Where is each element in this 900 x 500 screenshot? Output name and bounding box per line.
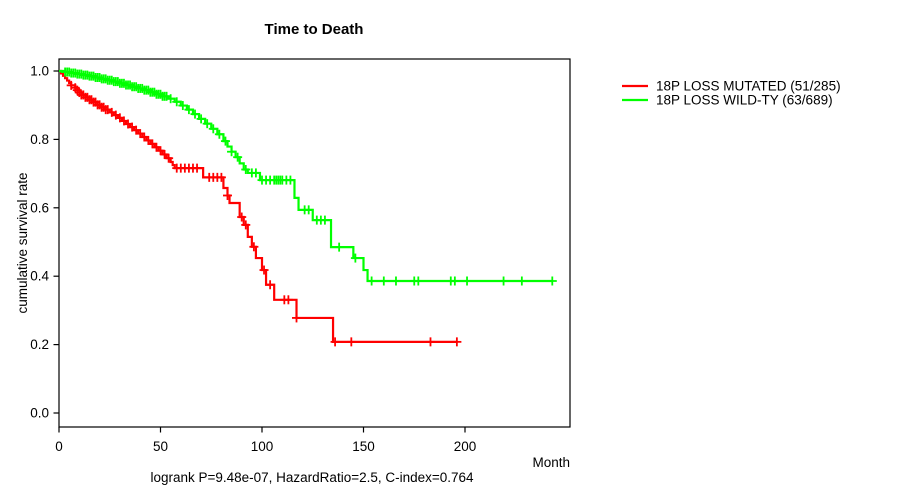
censor-mark xyxy=(241,220,251,230)
censor-mark xyxy=(82,70,92,80)
censor-mark xyxy=(499,276,509,286)
x-axis-label: Month xyxy=(532,455,570,470)
censor-mark xyxy=(450,276,460,286)
censor-mark xyxy=(137,83,147,93)
y-tick-label: 0.8 xyxy=(30,132,49,147)
censor-mark xyxy=(452,337,462,347)
censor-mark xyxy=(119,78,129,88)
censor-mark xyxy=(190,109,200,119)
censor-mark xyxy=(330,337,340,347)
x-tick-label: 0 xyxy=(55,439,63,454)
censor-mark xyxy=(547,276,557,286)
plot-box xyxy=(58,58,571,428)
survival-curve-mutated xyxy=(59,69,457,343)
survival-curves xyxy=(59,67,557,347)
censor-mark xyxy=(64,67,74,77)
censor-mark xyxy=(202,119,212,129)
censor-mark xyxy=(208,124,218,134)
legend-label-mutated: 18P LOSS MUTATED (51/285) xyxy=(656,79,841,94)
censor-mark xyxy=(413,276,423,286)
censor-mark xyxy=(241,164,251,174)
censor-mark xyxy=(222,190,232,200)
censor-mark xyxy=(192,163,202,173)
censor-mark xyxy=(89,71,99,81)
censor-mark xyxy=(285,175,295,185)
x-tick-label: 200 xyxy=(454,439,477,454)
censor-mark xyxy=(233,152,243,162)
y-tick-label: 0.0 xyxy=(30,406,49,421)
censor-mark xyxy=(251,168,261,178)
censor-mark xyxy=(156,89,165,99)
censor-mark xyxy=(143,85,153,95)
chart-title: Time to Death xyxy=(265,21,364,38)
x-tick-label: 100 xyxy=(251,439,274,454)
censor-mark xyxy=(265,280,275,290)
x-tick-label: 150 xyxy=(352,439,375,454)
censor-mark xyxy=(95,72,105,82)
censor-mark xyxy=(70,68,80,78)
censor-mark xyxy=(107,75,117,85)
censor-mark xyxy=(214,129,224,139)
censor-mark xyxy=(125,80,135,90)
axes: 0 50 100 150 200 0.0 0.2 0.4 0.6 0.8 1.0 xyxy=(30,64,476,455)
censor-mark xyxy=(391,276,401,286)
censor-mark xyxy=(462,276,472,286)
censor-mark xyxy=(292,313,302,323)
y-tick-label: 0.2 xyxy=(30,337,49,352)
censor-mark xyxy=(131,82,141,92)
censor-mark xyxy=(350,253,360,263)
censor-mark xyxy=(320,215,330,225)
censor-mark xyxy=(149,87,159,97)
censor-mark xyxy=(304,205,314,215)
censor-mark xyxy=(196,114,206,124)
censor-mark xyxy=(220,136,230,146)
censor-mark xyxy=(379,276,389,286)
censor-mark xyxy=(346,337,356,347)
y-tick-label: 0.4 xyxy=(30,269,49,284)
censor-mark xyxy=(249,242,259,252)
legend: 18P LOSS MUTATED (51/285) 18P LOSS WILD-… xyxy=(622,79,841,108)
censor-mark xyxy=(283,295,293,305)
censor-mark xyxy=(101,74,111,84)
censor-mark xyxy=(227,147,237,157)
y-tick-label: 1.0 xyxy=(30,64,49,79)
censor-mark xyxy=(113,77,123,87)
censor-mark xyxy=(517,276,527,286)
survival-curve-wildtype xyxy=(59,69,553,283)
censor-mark xyxy=(367,276,377,286)
censor-mark xyxy=(172,97,182,107)
censor-mark xyxy=(166,94,176,104)
y-tick-label: 0.6 xyxy=(30,200,49,215)
censor-mark xyxy=(259,265,269,275)
censor-mark xyxy=(216,172,226,182)
stats-footer: logrank P=9.48e-07, HazardRatio=2.5, C-i… xyxy=(150,470,474,485)
censor-mark xyxy=(76,69,86,79)
censor-mark xyxy=(164,153,174,163)
legend-label-wildtype: 18P LOSS WILD-TY (63/689) xyxy=(656,93,833,108)
censor-mark xyxy=(237,212,247,222)
censor-mark xyxy=(178,101,188,111)
x-tick-label: 50 xyxy=(153,439,168,454)
censor-mark xyxy=(184,105,194,115)
censor-mark xyxy=(425,337,435,347)
y-axis-label: cumulative survival rate xyxy=(15,172,30,313)
censor-mark xyxy=(334,242,344,252)
